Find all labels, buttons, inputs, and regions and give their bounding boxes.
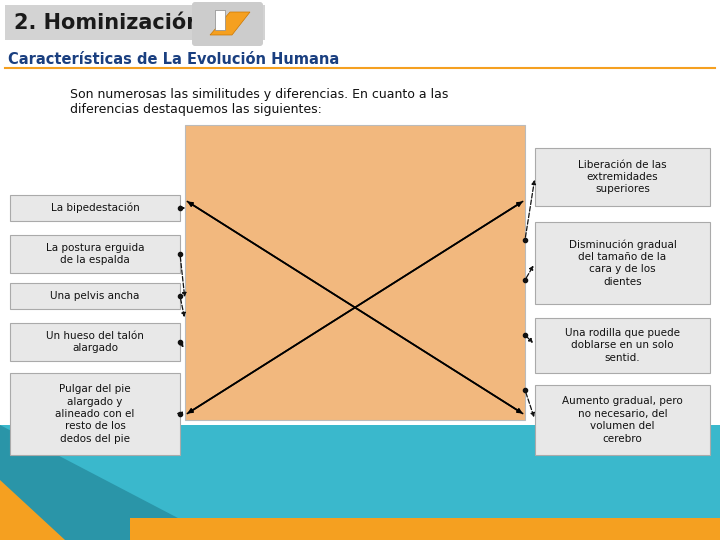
Polygon shape bbox=[210, 12, 250, 35]
Bar bbox=[535, 318, 710, 373]
Bar bbox=[10, 283, 180, 309]
Text: La postura erguida
de la espalda: La postura erguida de la espalda bbox=[46, 243, 144, 265]
Bar bbox=[10, 195, 180, 221]
Bar bbox=[185, 125, 525, 420]
Text: diferencias destaquemos las siguientes:: diferencias destaquemos las siguientes: bbox=[70, 103, 322, 116]
Bar bbox=[535, 222, 710, 304]
Text: Son numerosas las similitudes y diferencias. En cuanto a las: Son numerosas las similitudes y diferenc… bbox=[70, 88, 449, 101]
Bar bbox=[130, 518, 720, 540]
Bar bbox=[10, 373, 180, 455]
Text: Disminución gradual
del tamaño de la
cara y de los
dientes: Disminución gradual del tamaño de la car… bbox=[569, 239, 676, 287]
Text: Características de La Evolución Humana: Características de La Evolución Humana bbox=[8, 52, 339, 68]
Text: Un hueso del talón
alargado: Un hueso del talón alargado bbox=[46, 331, 144, 353]
Text: Aumento gradual, pero
no necesario, del
volumen del
cerebro: Aumento gradual, pero no necesario, del … bbox=[562, 396, 683, 443]
Bar bbox=[10, 323, 180, 361]
Bar bbox=[535, 148, 710, 206]
Text: Una pelvis ancha: Una pelvis ancha bbox=[50, 291, 140, 301]
Bar bbox=[10, 235, 180, 273]
Bar bbox=[535, 385, 710, 455]
Text: Pulgar del pie
alargado y
alineado con el
resto de los
dedos del pie: Pulgar del pie alargado y alineado con e… bbox=[55, 384, 135, 444]
Polygon shape bbox=[0, 480, 65, 540]
Text: Una rodilla que puede
doblarse en un solo
sentid.: Una rodilla que puede doblarse en un sol… bbox=[565, 328, 680, 363]
Polygon shape bbox=[215, 10, 225, 30]
Polygon shape bbox=[0, 425, 220, 540]
Text: La bipedestación: La bipedestación bbox=[50, 202, 140, 213]
Text: Liberación de las
extremidades
superiores: Liberación de las extremidades superiore… bbox=[578, 160, 667, 194]
FancyBboxPatch shape bbox=[192, 2, 263, 46]
Text: 2. Hominización: 2. Hominización bbox=[14, 13, 201, 33]
Bar bbox=[0, 425, 720, 540]
Bar bbox=[5, 5, 265, 40]
